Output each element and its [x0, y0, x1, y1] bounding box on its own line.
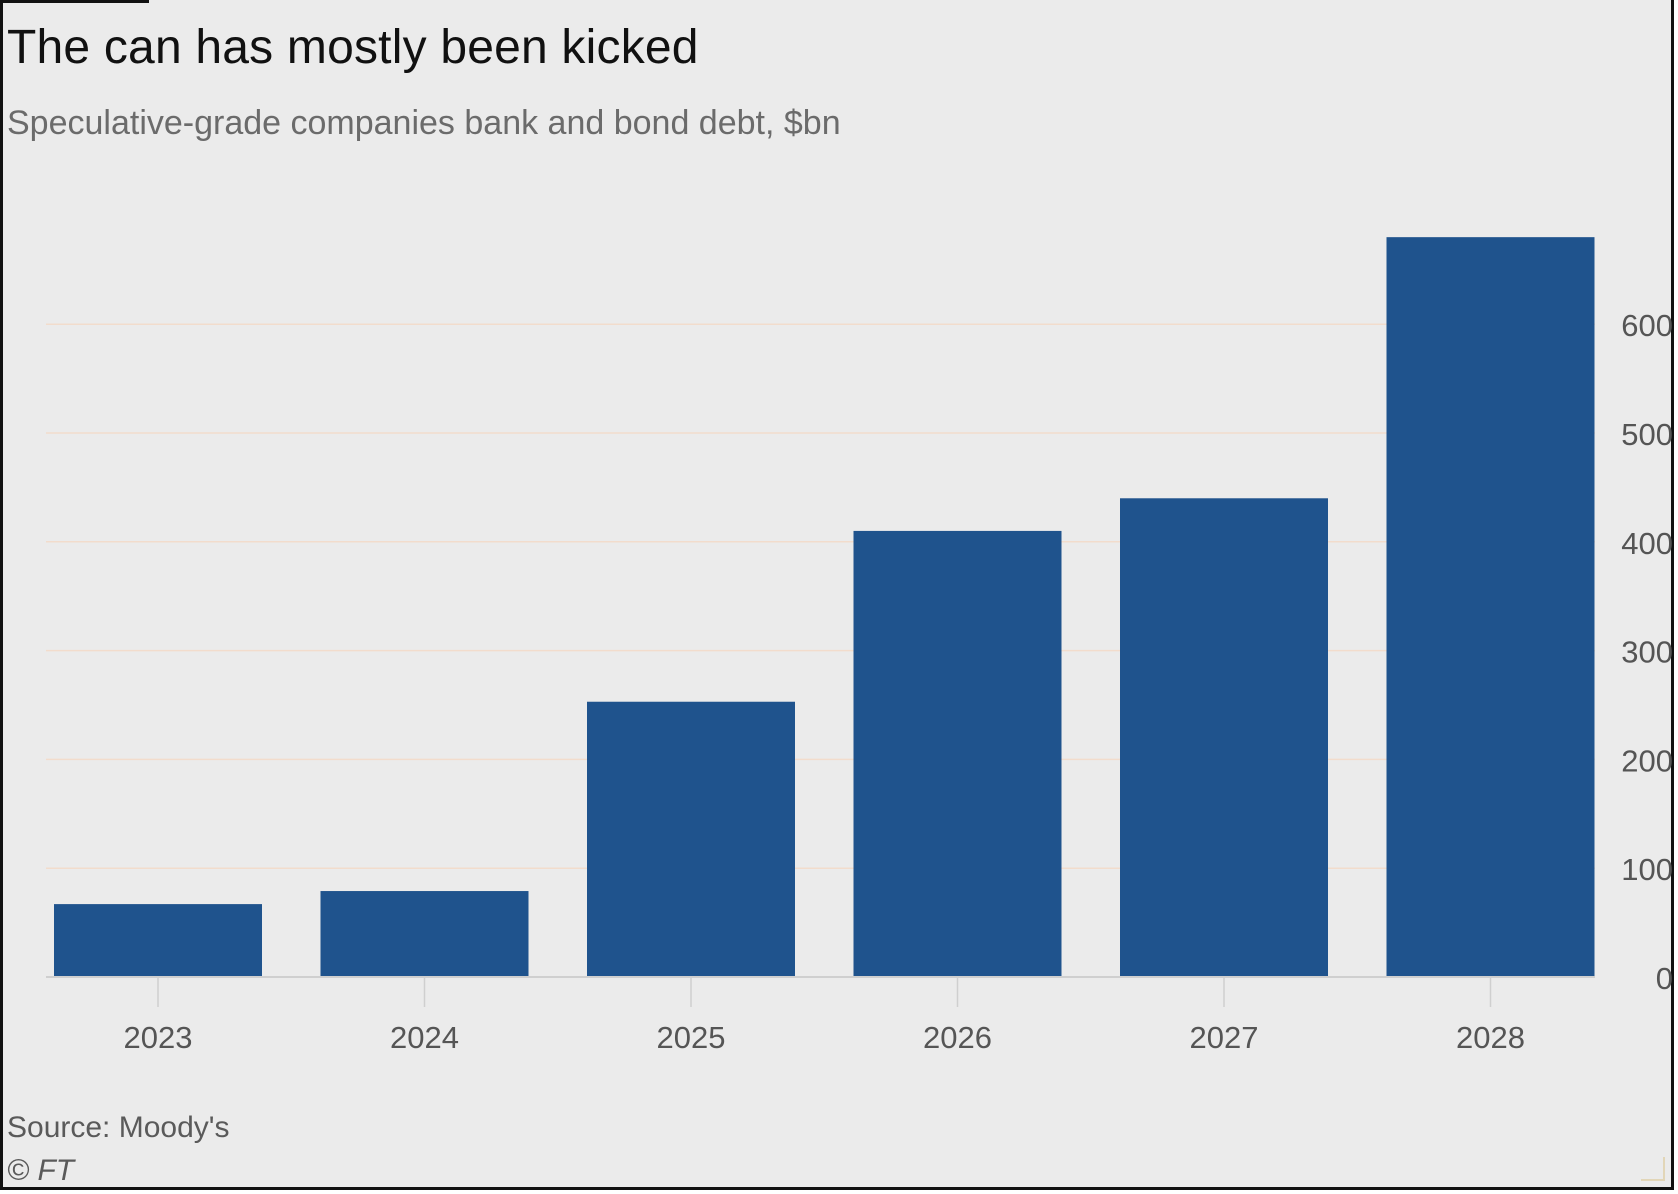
bar-2025: [587, 701, 795, 977]
top-rule: [3, 0, 149, 3]
y-tick-label: 600: [1621, 308, 1673, 343]
corner-decoration: [1641, 1157, 1665, 1181]
bar-2028: [1386, 237, 1595, 977]
bar-2023: [54, 904, 262, 977]
y-tick-label: 400: [1621, 526, 1673, 561]
copyright-credit: © FT: [7, 1154, 75, 1187]
x-tick-label: 2025: [657, 1020, 726, 1055]
bar-2027: [1120, 498, 1328, 977]
x-tick-label: 2023: [124, 1020, 193, 1055]
bar-2024: [320, 891, 529, 977]
bar-chart: 0 100 200 300 400 500 600 2023 2024 2025 2026 2027 2…: [46, 237, 1673, 1055]
source-note: Source: Moody's: [7, 1111, 230, 1144]
chart-subtitle: Speculative-grade companies bank and bon…: [7, 104, 841, 142]
y-tick-label: 0: [1656, 961, 1673, 996]
y-tick-label: 300: [1621, 635, 1673, 670]
bar-2026: [853, 530, 1062, 977]
y-tick-label: 500: [1621, 417, 1673, 452]
y-tick-label: 200: [1621, 743, 1673, 778]
x-tick-label: 2024: [390, 1020, 459, 1055]
x-tick-label: 2027: [1190, 1020, 1259, 1055]
x-tick-label: 2026: [923, 1020, 992, 1055]
y-tick-label: 100: [1621, 852, 1673, 887]
x-tick-label: 2028: [1456, 1020, 1525, 1055]
chart-title: The can has mostly been kicked: [7, 21, 699, 74]
